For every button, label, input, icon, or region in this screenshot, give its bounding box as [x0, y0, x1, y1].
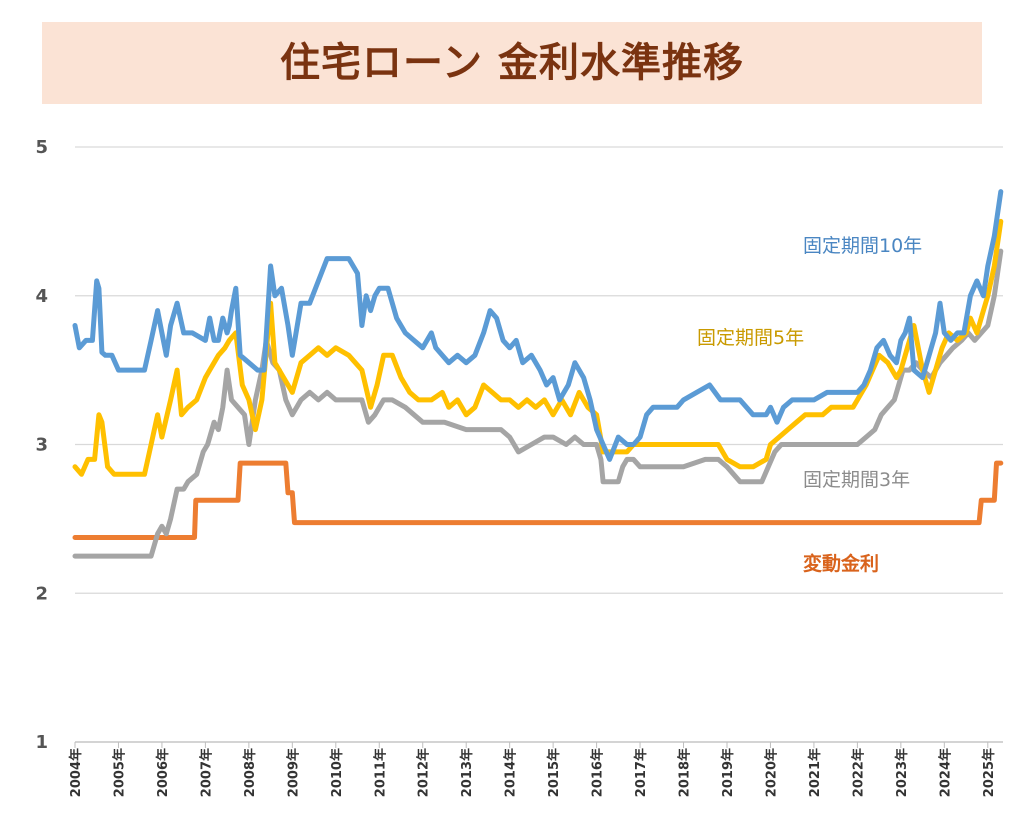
series-label-3y: 固定期間3年 — [803, 469, 910, 491]
y-tick-label-3: 3 — [35, 435, 48, 456]
series-labels: 固定期間10年 固定期間5年 固定期間3年 変動金利 — [697, 235, 922, 575]
series-label-5y: 固定期間5年 — [697, 327, 804, 349]
x-tick-label-2023: 2023年 — [894, 748, 910, 797]
x-tick-label-2015: 2015年 — [546, 748, 562, 797]
x-tick-label-2024: 2024年 — [937, 748, 953, 797]
x-tick-label-2018: 2018年 — [677, 748, 693, 797]
x-tick-label-2009: 2009年 — [285, 748, 301, 797]
series-line-5y — [72, 218, 1004, 477]
series-lines — [72, 189, 1004, 559]
series-line-3y — [72, 248, 1004, 559]
x-tick-label-2017: 2017年 — [633, 748, 649, 797]
series-label-10y: 固定期間10年 — [803, 235, 922, 257]
series-line-10y — [72, 189, 1004, 462]
x-tick-label-2011: 2011年 — [372, 748, 388, 797]
x-tick-label-2010: 2010年 — [329, 748, 345, 797]
x-tick-label-2021: 2021年 — [807, 748, 823, 797]
title-banner: 住宅ローン 金利水準推移 — [42, 22, 982, 104]
x-tick-label-2016: 2016年 — [590, 748, 606, 797]
y-tick-label-1: 1 — [35, 732, 48, 753]
series-line-variable — [72, 460, 1004, 540]
x-tick-label-2025: 2025年 — [981, 748, 997, 797]
x-tick-label-2013: 2013年 — [459, 748, 475, 797]
y-tick-label-4: 4 — [35, 286, 48, 307]
x-tick-label-2012: 2012年 — [416, 748, 432, 797]
x-axis-ticks: 2004年 2005年 2006年 2007年 2008年 2009年 2010年 2011年… — [68, 742, 997, 797]
x-tick-label-2022: 2022年 — [850, 748, 866, 797]
x-tick-label-2019: 2019年 — [720, 748, 736, 797]
x-tick-label-2005: 2005年 — [111, 748, 127, 797]
x-tick-label-2007: 2007年 — [198, 748, 214, 797]
y-axis-ticks: 1 2 3 4 5 — [35, 137, 48, 753]
x-tick-label-2008: 2008年 — [242, 748, 258, 797]
y-tick-label-5: 5 — [35, 137, 48, 158]
series-label-variable: 変動金利 — [803, 552, 879, 575]
chart-title: 住宅ローン 金利水準推移 — [280, 40, 744, 86]
x-tick-label-2006: 2006年 — [155, 748, 171, 797]
x-tick-label-2020: 2020年 — [763, 748, 779, 797]
x-tick-label-2014: 2014年 — [503, 748, 519, 797]
x-tick-label-2004: 2004年 — [68, 748, 84, 797]
y-tick-label-2: 2 — [35, 583, 48, 604]
